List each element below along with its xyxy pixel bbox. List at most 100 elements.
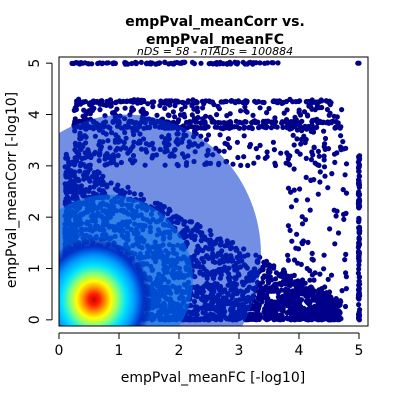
data-point [200,105,206,111]
data-point [305,239,311,245]
data-point [307,277,313,283]
data-point [343,251,349,257]
plot-frame [58,56,369,327]
data-point [312,160,318,166]
data-point [170,61,176,67]
data-point [356,165,362,171]
data-point [198,120,204,126]
data-point [285,185,292,191]
data-point [325,185,331,191]
data-point [143,110,149,117]
data-point [291,257,298,263]
data-point [253,99,259,105]
data-point [202,119,208,125]
data-point [287,122,293,128]
data-point [269,60,275,66]
x-axis-label: empPval_meanFC [-log10] [121,370,305,386]
data-point [291,166,297,172]
y-tick-label: 0 [27,315,43,324]
data-point [342,303,349,310]
data-point [207,114,213,120]
data-point [303,174,309,180]
data-point [97,60,103,66]
data-point [275,294,281,300]
y-tick-label: 4 [27,110,43,119]
data-point [317,271,323,277]
data-point [78,99,85,106]
data-point [193,119,199,125]
data-point [295,291,301,297]
data-point [324,106,330,113]
data-point [182,104,188,110]
data-point [309,272,315,278]
data-point [261,287,267,294]
data-point [265,60,271,66]
data-point [291,142,297,148]
data-point [280,124,286,130]
data-point [297,151,303,157]
data-point [356,302,362,308]
data-point [256,303,262,309]
data-point [303,290,309,296]
data-point [315,191,321,197]
data-point [261,309,267,315]
data-point [212,124,218,130]
data-point [172,99,178,105]
data-point [338,133,344,139]
data-point [356,202,362,208]
data-point [180,100,186,106]
data-point [287,300,294,306]
data-point [224,113,230,119]
data-point [270,139,276,145]
data-point [300,285,306,292]
x-tick-label: 3 [235,343,244,359]
data-point [316,153,322,159]
data-point [260,99,266,105]
data-point [293,302,299,308]
data-point [78,60,84,66]
data-point [328,272,335,278]
data-point [106,99,112,105]
data-point [285,161,291,167]
data-point [356,154,362,160]
data-point [150,104,156,110]
data-point [272,281,278,287]
data-point [231,124,237,130]
data-point [355,159,361,165]
data-point [275,60,281,66]
data-point [326,112,332,118]
data-point [182,59,188,65]
data-point [250,60,256,66]
data-point [321,157,327,163]
data-point [111,109,117,115]
data-point [307,207,313,213]
data-point [356,249,362,255]
data-point [280,299,286,305]
data-point [265,118,271,124]
data-point [134,99,140,105]
data-point [309,250,315,256]
data-point [306,99,312,105]
data-point [154,112,160,118]
data-point [264,110,270,116]
data-point [340,139,346,145]
data-point [302,140,308,146]
data-point [309,106,315,112]
data-point [295,311,301,317]
data-point [310,129,317,135]
data-point [356,224,363,230]
data-point [235,154,241,161]
data-point [85,61,91,67]
data-point [333,305,339,311]
data-point [321,143,327,150]
data-point [280,293,286,299]
data-point [290,132,296,138]
data-point [283,119,289,125]
data-point [228,98,234,104]
data-point [356,266,362,272]
data-point [299,221,306,227]
data-point [340,187,346,193]
data-point [356,316,362,322]
data-point [309,117,315,124]
data-point [326,120,332,126]
